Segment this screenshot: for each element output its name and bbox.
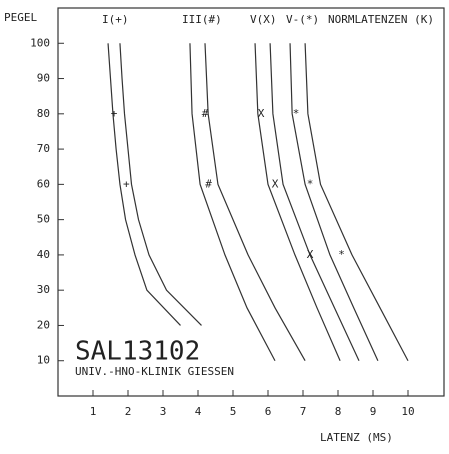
- column-label: V(X): [250, 13, 277, 26]
- point-marker: X: [307, 248, 314, 261]
- x-tick-label: 8: [335, 405, 342, 418]
- curve: [119, 43, 202, 326]
- y-tick-label: 60: [37, 177, 50, 190]
- column-label: NORMLATENZEN (K): [328, 13, 434, 26]
- y-tick-label: 90: [37, 72, 50, 85]
- y-tick-label: 80: [37, 107, 50, 120]
- x-tick-label: 6: [265, 405, 272, 418]
- curve: [304, 43, 409, 362]
- curve: [107, 43, 181, 326]
- y-axis-label: PEGEL: [4, 11, 37, 24]
- y-tick-label: 50: [37, 213, 50, 226]
- point-marker: +: [123, 177, 130, 190]
- x-tick-label: 1: [90, 405, 97, 418]
- point-marker: *: [293, 107, 300, 120]
- point-marker: #: [202, 107, 209, 120]
- y-tick-label: 30: [37, 283, 50, 296]
- curve: [204, 43, 306, 362]
- column-label: III(#): [182, 13, 222, 26]
- point-marker: X: [272, 177, 279, 190]
- point-marker: *: [307, 177, 314, 190]
- y-tick-label: 20: [37, 318, 50, 331]
- y-tick-label: 100: [30, 36, 50, 49]
- curve: [269, 43, 360, 361]
- annotation: UNIV.-HNO-KLINIK GIESSEN: [75, 365, 234, 378]
- curve: [289, 43, 379, 361]
- x-axis-label: LATENZ (MS): [320, 431, 393, 444]
- column-label: V-(*): [286, 13, 319, 26]
- x-tick-label: 2: [125, 405, 132, 418]
- x-tick-label: 10: [401, 405, 414, 418]
- point-marker: #: [205, 177, 212, 190]
- curve: [254, 43, 341, 361]
- x-tick-label: 3: [160, 405, 167, 418]
- y-tick-label: 70: [37, 142, 50, 155]
- point-marker: X: [258, 107, 265, 120]
- annotation: SAL13102: [75, 337, 200, 367]
- point-marker: *: [338, 248, 345, 261]
- x-tick-label: 4: [195, 405, 202, 418]
- x-tick-label: 5: [230, 405, 237, 418]
- plot-frame: [57, 7, 445, 397]
- point-marker: +: [111, 107, 118, 120]
- y-tick-label: 10: [37, 354, 50, 367]
- column-label: I(+): [102, 13, 129, 26]
- curve: [189, 43, 276, 362]
- x-tick-label: 7: [300, 405, 307, 418]
- y-tick-label: 40: [37, 248, 50, 261]
- x-tick-label: 9: [370, 405, 377, 418]
